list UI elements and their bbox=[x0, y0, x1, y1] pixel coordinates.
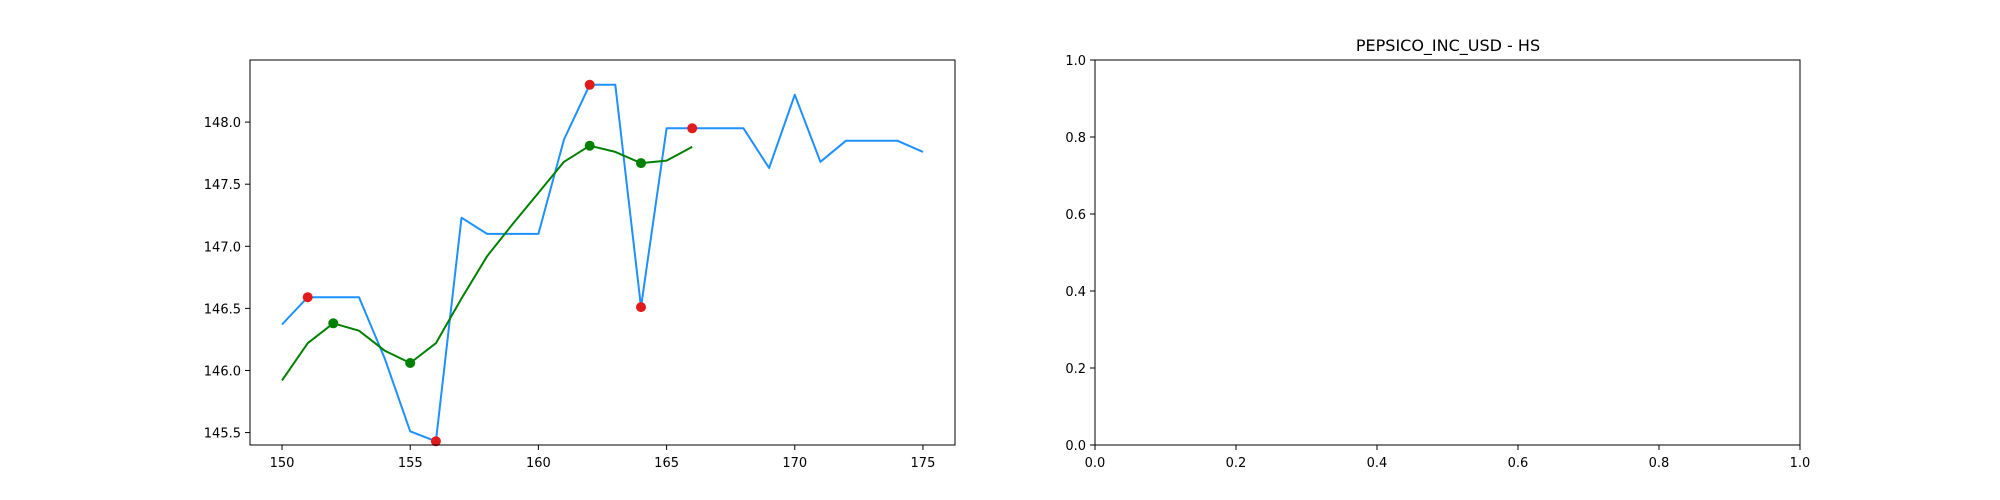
x-tick-label: 150 bbox=[270, 456, 295, 471]
y-tick-label: 0.0 bbox=[1065, 439, 1086, 454]
x-tick-label: 175 bbox=[911, 456, 936, 471]
data-point-marker bbox=[302, 292, 313, 303]
x-tick-label: 1.0 bbox=[1790, 456, 1811, 471]
y-tick-label: 1.0 bbox=[1065, 54, 1086, 69]
price-series-line bbox=[281, 83, 924, 443]
data-point-marker bbox=[636, 302, 646, 313]
y-tick-label: 146.0 bbox=[204, 364, 241, 379]
x-tick-label: 155 bbox=[398, 456, 423, 471]
left-price-chart: 150 155 160 165 170 175 145.5146.0146.5147.01… bbox=[204, 59, 956, 471]
right-empty-chart: PEPSICO_INC_USD - HS 0.0 0.2 0.4 0.6 0.8 1.0 … bbox=[1065, 36, 1810, 471]
y-tick-label: 147.0 bbox=[204, 240, 241, 255]
x-tick-label: 170 bbox=[782, 456, 807, 471]
data-point-marker bbox=[687, 123, 698, 134]
x-tick-label: 160 bbox=[526, 456, 551, 471]
right-chart-frame bbox=[1094, 59, 1801, 446]
left-chart-markers-group bbox=[302, 79, 698, 447]
chart-title: PEPSICO_INC_USD - HS bbox=[1356, 36, 1540, 56]
left-chart-x-ticks: 150 155 160 165 170 175 bbox=[270, 445, 936, 471]
y-tick-label: 145.5 bbox=[204, 427, 241, 442]
left-chart-frame bbox=[249, 59, 956, 446]
x-tick-label: 165 bbox=[654, 456, 679, 471]
x-tick-label: 0.2 bbox=[1226, 456, 1247, 471]
right-chart-x-ticks: 0.0 0.2 0.4 0.6 0.8 1.0 bbox=[1085, 445, 1811, 471]
y-tick-label: 0.4 bbox=[1065, 285, 1086, 300]
right-chart-y-ticks: 0.0 0.2 0.4 0.6 0.8 1.0 bbox=[1065, 54, 1095, 454]
x-tick-label: 0.8 bbox=[1649, 456, 1670, 471]
data-point-marker bbox=[328, 318, 339, 329]
x-tick-label: 0.0 bbox=[1085, 456, 1106, 471]
data-point-marker bbox=[584, 140, 595, 151]
y-tick-label: 0.2 bbox=[1065, 362, 1086, 377]
data-point-marker bbox=[430, 436, 441, 447]
data-point-marker bbox=[584, 79, 595, 90]
data-point-marker bbox=[405, 358, 416, 368]
left-chart-y-ticks: 145.5 146.0 146.5 147.0 147.5 148.0 bbox=[204, 116, 250, 442]
y-tick-label: 146.5 bbox=[204, 302, 241, 317]
x-tick-label: 0.4 bbox=[1367, 456, 1388, 471]
data-point-marker bbox=[636, 158, 646, 169]
y-tick-label: 148.0 bbox=[204, 116, 241, 131]
x-tick-label: 0.6 bbox=[1508, 456, 1529, 471]
y-tick-label: 0.6 bbox=[1065, 208, 1086, 223]
y-tick-label: 147.5 bbox=[204, 178, 241, 193]
smoothed-series-line bbox=[281, 144, 693, 381]
left-chart-series-group bbox=[281, 83, 924, 443]
y-tick-label: 0.8 bbox=[1065, 131, 1086, 146]
